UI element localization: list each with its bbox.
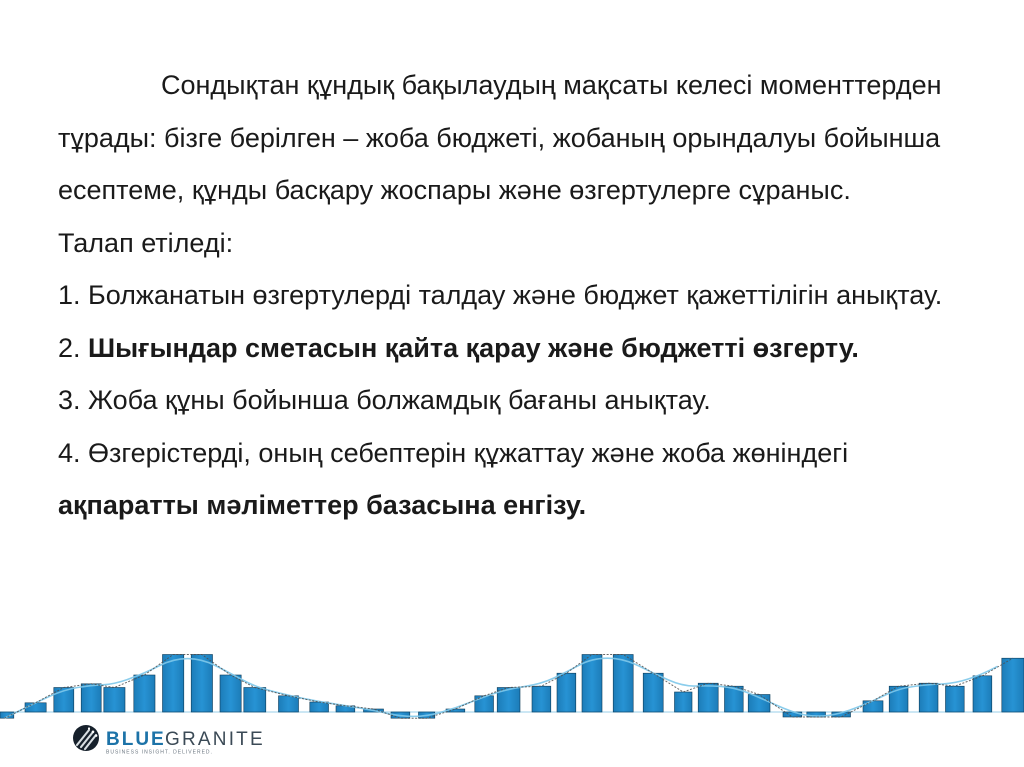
svg-text:GRANITE: GRANITE xyxy=(165,729,265,750)
svg-text:BLUE: BLUE xyxy=(106,729,166,750)
svg-text:BUSINESS INSIGHT. DELIVERED.: BUSINESS INSIGHT. DELIVERED. xyxy=(106,750,213,756)
